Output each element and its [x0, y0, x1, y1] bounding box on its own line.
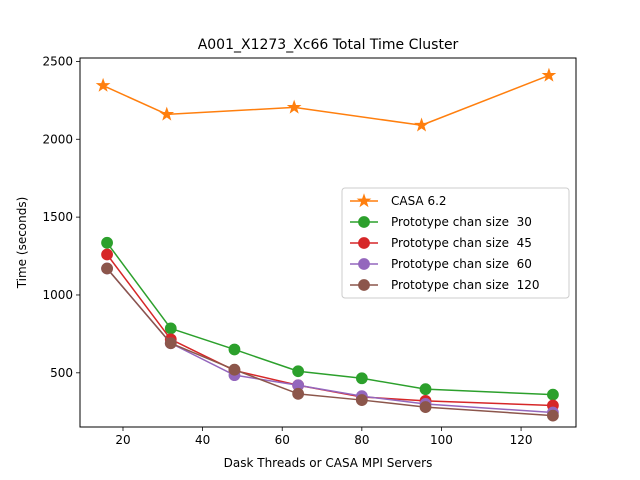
legend-entry: CASA 6.2 [350, 193, 447, 208]
x-tick-label: 100 [430, 433, 453, 447]
data-point [292, 365, 305, 378]
plot-area [95, 67, 559, 422]
y-tick-label: 500 [50, 366, 73, 380]
legend-marker [358, 279, 370, 291]
x-tick-label: 40 [195, 433, 210, 447]
y-tick-label: 1000 [42, 288, 73, 302]
data-point [292, 387, 305, 400]
data-point [228, 363, 241, 376]
legend-entry: Prototype chan size 120 [350, 278, 539, 292]
data-point [164, 322, 177, 335]
data-point [547, 388, 559, 401]
y-axis: 500 1000 1500 2000 2500 [42, 54, 80, 380]
data-point [101, 248, 113, 261]
data-point [355, 372, 368, 385]
series-2 [101, 236, 559, 401]
y-tick-label: 2500 [42, 54, 73, 68]
data-point [419, 401, 432, 413]
x-axis-label: Dask Threads or CASA MPI Servers [224, 456, 433, 470]
x-tick-label: 60 [275, 433, 290, 447]
legend-label: CASA 6.2 [391, 194, 447, 208]
x-tick-label: 120 [510, 433, 533, 447]
plot-frame [79, 57, 577, 428]
legend-label: Prototype chan size 120 [391, 278, 539, 292]
legend-entry: Prototype chan size 60 [350, 257, 532, 271]
data-point [414, 117, 429, 132]
x-tick-label: 20 [115, 433, 130, 447]
data-point [228, 343, 241, 356]
data-point [101, 236, 113, 249]
legend: CASA 6.2 Prototype chan size 30 Prototype … [341, 187, 570, 299]
legend-marker [358, 258, 370, 270]
legend-label: Prototype chan size 30 [391, 215, 532, 229]
legend-marker [356, 193, 372, 208]
legend-frame [341, 187, 570, 299]
data-point [101, 262, 113, 275]
data-point [419, 383, 432, 396]
series-1 [95, 67, 557, 132]
data-point [159, 106, 175, 121]
y-axis-label: Time (seconds) [15, 197, 29, 290]
y-tick-label: 1500 [42, 210, 73, 224]
y-tick-label: 2000 [42, 132, 73, 146]
series-5 [101, 262, 559, 422]
chart-title: A001_X1273_Xc66 Total Time Cluster [198, 37, 459, 53]
x-tick-label: 80 [354, 433, 369, 447]
legend-label: Prototype chan size 45 [391, 236, 532, 250]
data-point [541, 67, 557, 82]
legend-marker [358, 216, 370, 228]
data-point [355, 394, 368, 406]
legend-label: Prototype chan size 60 [391, 257, 532, 271]
legend-marker [358, 237, 370, 249]
data-point [547, 409, 559, 422]
legend-entry: Prototype chan size 30 [350, 215, 532, 229]
data-point [286, 99, 302, 114]
x-axis: 20 40 60 80 100 120 [115, 427, 533, 447]
data-point [95, 77, 111, 92]
legend-entry: Prototype chan size 45 [350, 236, 532, 250]
data-point [164, 337, 177, 350]
